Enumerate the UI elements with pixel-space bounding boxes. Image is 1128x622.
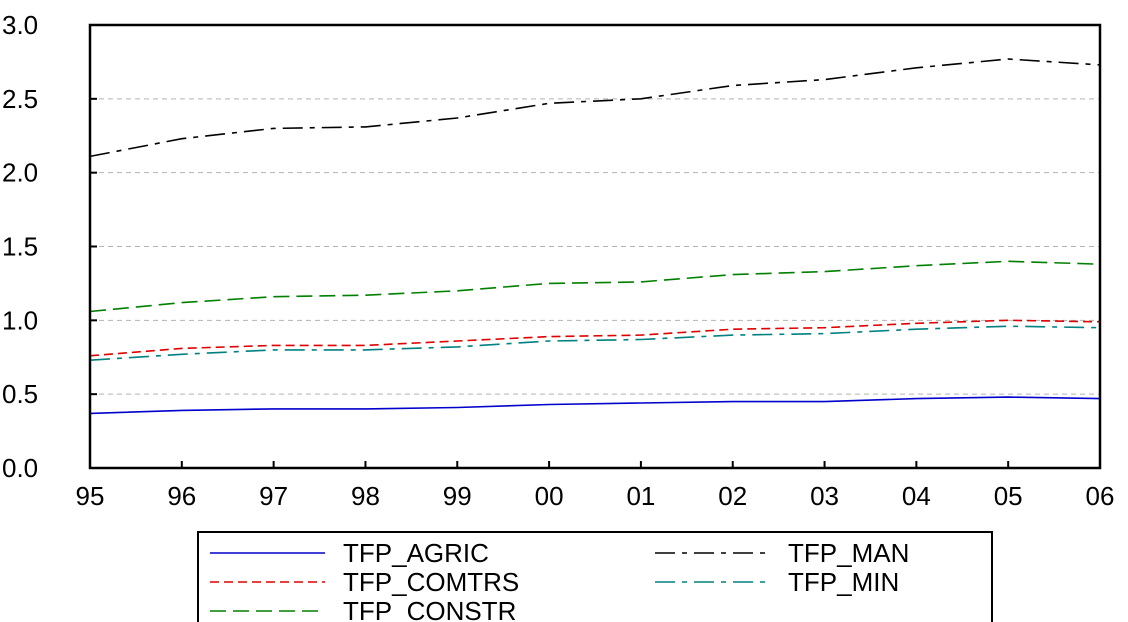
- x-tick-label: 95: [76, 481, 105, 511]
- x-tick-label: 96: [167, 481, 196, 511]
- x-tick-label: 05: [994, 481, 1023, 511]
- x-tick-label: 00: [535, 481, 564, 511]
- y-tick-label: 0.0: [2, 453, 38, 483]
- series-line-tfp-comtrs: [89, 319, 1101, 357]
- series-line-tfp-man: [89, 58, 1101, 158]
- y-tick-label: 2.0: [2, 158, 38, 188]
- x-tick-label: 99: [443, 481, 472, 511]
- x-axis: 95 96 97 98 99 00 01 02 03 04 05 06: [76, 461, 1115, 511]
- x-tick-label: 98: [351, 481, 380, 511]
- series-lines: [89, 58, 1101, 415]
- legend-box: [197, 531, 993, 622]
- x-tick-label: 01: [626, 481, 655, 511]
- x-tick-label: 97: [259, 481, 288, 511]
- y-axis: 0.0 0.5 1.0 1.5 2.0 2.5 3.0: [2, 10, 97, 483]
- legend-label: TFP_MAN: [788, 538, 909, 568]
- gridlines: [90, 98, 1100, 395]
- y-tick-label: 1.0: [2, 305, 38, 335]
- x-tick-label: 04: [902, 481, 931, 511]
- legend-label: TFP_CONSTR: [343, 596, 516, 622]
- legend-label: TFP_MIN: [788, 567, 899, 597]
- x-tick-label: 03: [810, 481, 839, 511]
- y-tick-label: 1.5: [2, 232, 38, 262]
- legend-label: TFP_AGRIC: [343, 538, 489, 568]
- y-tick-label: 0.5: [2, 379, 38, 409]
- series-line-tfp-constr: [89, 260, 1101, 313]
- series-line-tfp-min: [89, 325, 1101, 361]
- series-line-tfp-agric: [89, 396, 1101, 415]
- x-tick-label: 02: [718, 481, 747, 511]
- x-tick-label: 06: [1086, 481, 1115, 511]
- legend-label: TFP_COMTRS: [343, 567, 519, 597]
- y-tick-label: 2.5: [2, 84, 38, 114]
- y-tick-label: 3.0: [2, 10, 38, 40]
